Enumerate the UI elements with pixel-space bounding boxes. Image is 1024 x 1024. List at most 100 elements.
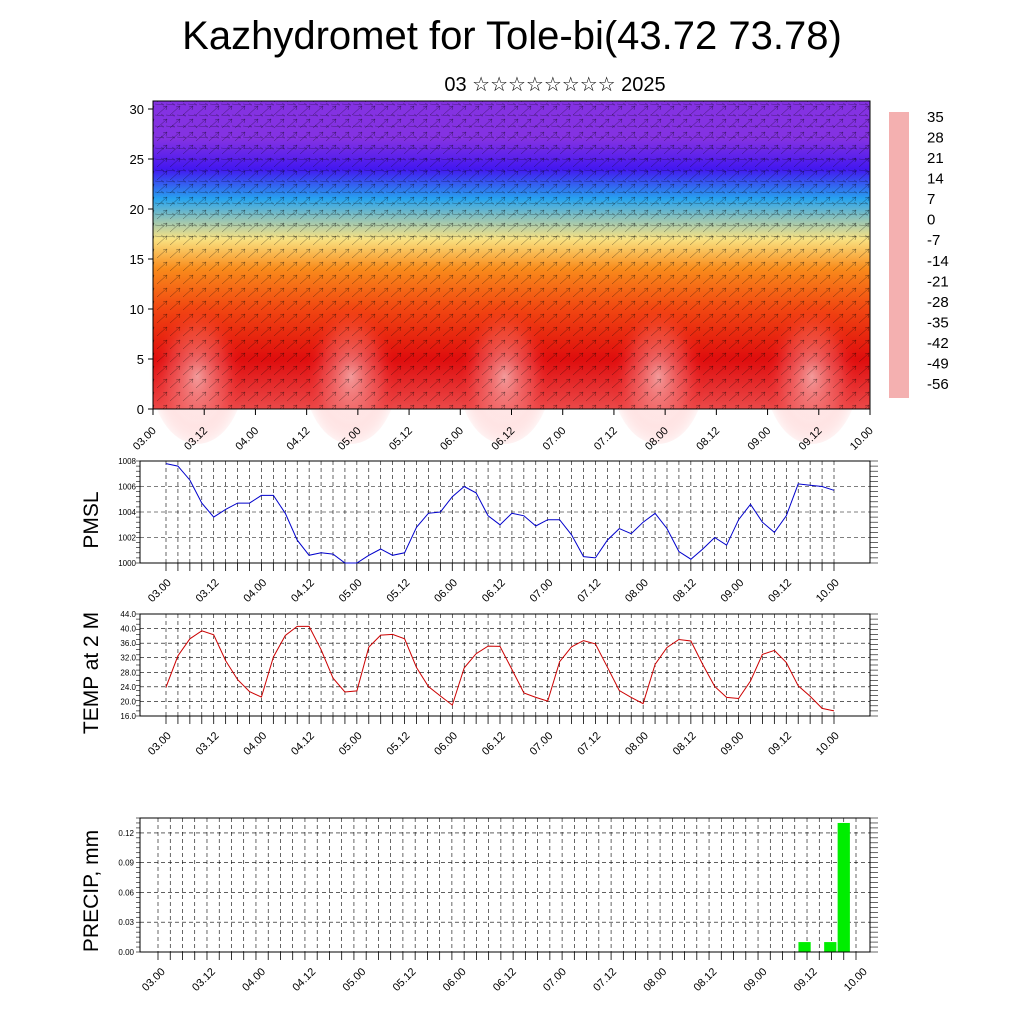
- y-tick-label: 32.0: [120, 654, 136, 663]
- x-tick-label: 03.12: [194, 577, 222, 605]
- temperature-colorbar: 35 28 21 14 7 0 -7 -14 -21 -28 -35 -42 -49 -56: [889, 109, 949, 398]
- y-tick-label: 10: [130, 302, 144, 317]
- colorbar-label: 7: [927, 191, 935, 208]
- x-tick-label: 06.00: [432, 577, 460, 605]
- x-tick-label: 07.00: [528, 577, 556, 605]
- y-tick-label: 20.0: [120, 697, 136, 706]
- colorbar-label: -28: [927, 294, 949, 311]
- y-tick-label: 0: [137, 402, 144, 417]
- y-tick-label: 1004: [118, 508, 136, 517]
- colorbar-label: 0: [927, 212, 935, 229]
- x-tick-label: 06.12: [480, 730, 508, 758]
- y-tick-label: 36.0: [120, 639, 136, 648]
- x-tick-label: 07.00: [528, 730, 556, 758]
- y-axis-label: PRECIP, mm: [80, 830, 103, 952]
- y-tick-label: 0.09: [118, 859, 134, 868]
- x-tick-label: 06.00: [438, 425, 466, 453]
- x-tick-label: 05.00: [337, 730, 365, 758]
- x-tick-label: 07.12: [575, 730, 603, 758]
- series-line: [165, 625, 835, 712]
- x-tick-label: 04.12: [290, 966, 318, 994]
- y-tick-label: 44.0: [120, 610, 136, 619]
- x-tick-label: 07.00: [541, 425, 569, 453]
- x-tick-label: 04.12: [289, 577, 317, 605]
- chart-subtitle: 03 ☆☆☆☆☆☆☆☆ 2025: [444, 74, 666, 96]
- y-tick-label: 1008: [118, 457, 136, 466]
- y-tick-label: 20: [130, 202, 144, 217]
- precip-chart: 0.00 0.03 0.06 0.09 0.12 03.00 03.12 04.00 04.12…: [80, 817, 878, 994]
- x-tick-label: 07.12: [591, 966, 619, 994]
- x-tick-label: 05.00: [337, 577, 365, 605]
- x-tick-label: 10.00: [814, 730, 842, 758]
- colorbar-scale: [889, 112, 909, 398]
- y-tick-label: 1002: [118, 534, 136, 543]
- temp2m-chart: 16.0 20.0 24.0 28.0 32.0 36.0 40.0 44.0 03.00 03.…: [80, 610, 878, 758]
- colorbar-label: -21: [927, 273, 949, 290]
- x-tick-label: 09.00: [745, 425, 773, 453]
- y-tick-label: 28.0: [120, 668, 136, 677]
- colorbar-label: -35: [927, 314, 949, 331]
- x-tick-label: 10.00: [814, 577, 842, 605]
- colorbar-label: 14: [927, 171, 944, 188]
- y-tick-label: 16.0: [120, 712, 136, 721]
- plot-frame: [139, 817, 871, 953]
- x-tick-label: 08.12: [671, 577, 699, 605]
- x-tick-label: 09.12: [792, 966, 820, 994]
- colorbar-label: -49: [927, 355, 949, 372]
- y-tick-label: 1000: [118, 559, 136, 568]
- y-tick-label: 1006: [118, 483, 136, 492]
- x-tick-label: 09.12: [766, 730, 794, 758]
- x-tick-label: 07.12: [592, 425, 620, 453]
- x-tick-label: 06.00: [432, 730, 460, 758]
- y-tick-label: 0.12: [118, 829, 134, 838]
- x-tick-label: 03.00: [140, 966, 168, 994]
- x-tick-label: 04.12: [285, 425, 313, 453]
- y-tick-label: 0.03: [118, 918, 134, 927]
- x-tick-label: 03.12: [190, 966, 218, 994]
- colorbar-label: 28: [927, 130, 944, 147]
- wind-vectors-upper: [153, 101, 870, 240]
- x-tick-label: 10.00: [848, 425, 876, 453]
- y-tick-label: 15: [130, 252, 144, 267]
- x-tick-label: 06.00: [441, 966, 469, 994]
- y-tick-label: 24.0: [120, 683, 136, 692]
- x-tick-label: 09.00: [718, 577, 746, 605]
- x-tick-label: 05.12: [391, 966, 419, 994]
- x-tick-label: 08.12: [671, 730, 699, 758]
- x-tick-label: 05.12: [384, 730, 412, 758]
- x-tick-label: 04.00: [241, 577, 269, 605]
- x-tick-label: 03.00: [131, 425, 159, 453]
- colorbar-label: 21: [927, 150, 944, 167]
- x-tick-label: 08.00: [641, 966, 669, 994]
- x-tick-label: 10.00: [842, 966, 870, 994]
- chart-title: Kazhydromet for Tole-bi(43.72 73.78): [182, 14, 842, 58]
- y-tick-label: 0.00: [118, 948, 134, 957]
- x-tick-label: 09.00: [742, 966, 770, 994]
- x-tick-label: 04.12: [289, 730, 317, 758]
- x-tick-label: 07.00: [541, 966, 569, 994]
- colorbar-label: -14: [927, 253, 949, 270]
- series-line: [165, 463, 835, 564]
- x-tick-label: 09.12: [766, 577, 794, 605]
- colorbar-label: -42: [927, 335, 949, 352]
- x-tick-label: 09.00: [718, 730, 746, 758]
- x-tick-label: 08.00: [623, 730, 651, 758]
- precip-bar: [798, 942, 811, 952]
- pmsl-chart: 1000 1002 1004 1006 1008 03.00 03.12 04.00 04.12…: [80, 457, 878, 605]
- y-tick-label: 40.0: [120, 625, 136, 634]
- y-axis-label: TEMP at 2 M: [80, 612, 103, 734]
- x-tick-label: 04.00: [241, 730, 269, 758]
- x-tick-label: 04.00: [233, 425, 261, 453]
- x-tick-label: 05.12: [384, 577, 412, 605]
- y-tick-label: 5: [137, 352, 144, 367]
- x-tick-label: 07.12: [575, 577, 603, 605]
- x-tick-label: 05.00: [340, 966, 368, 994]
- x-tick-label: 06.12: [480, 577, 508, 605]
- colorbar-label: -7: [927, 232, 940, 249]
- y-axis-label: PMSL: [80, 491, 103, 548]
- y-tick-label: 25: [130, 152, 144, 167]
- x-tick-label: 08.00: [623, 577, 651, 605]
- colorbar-label: -56: [927, 376, 949, 393]
